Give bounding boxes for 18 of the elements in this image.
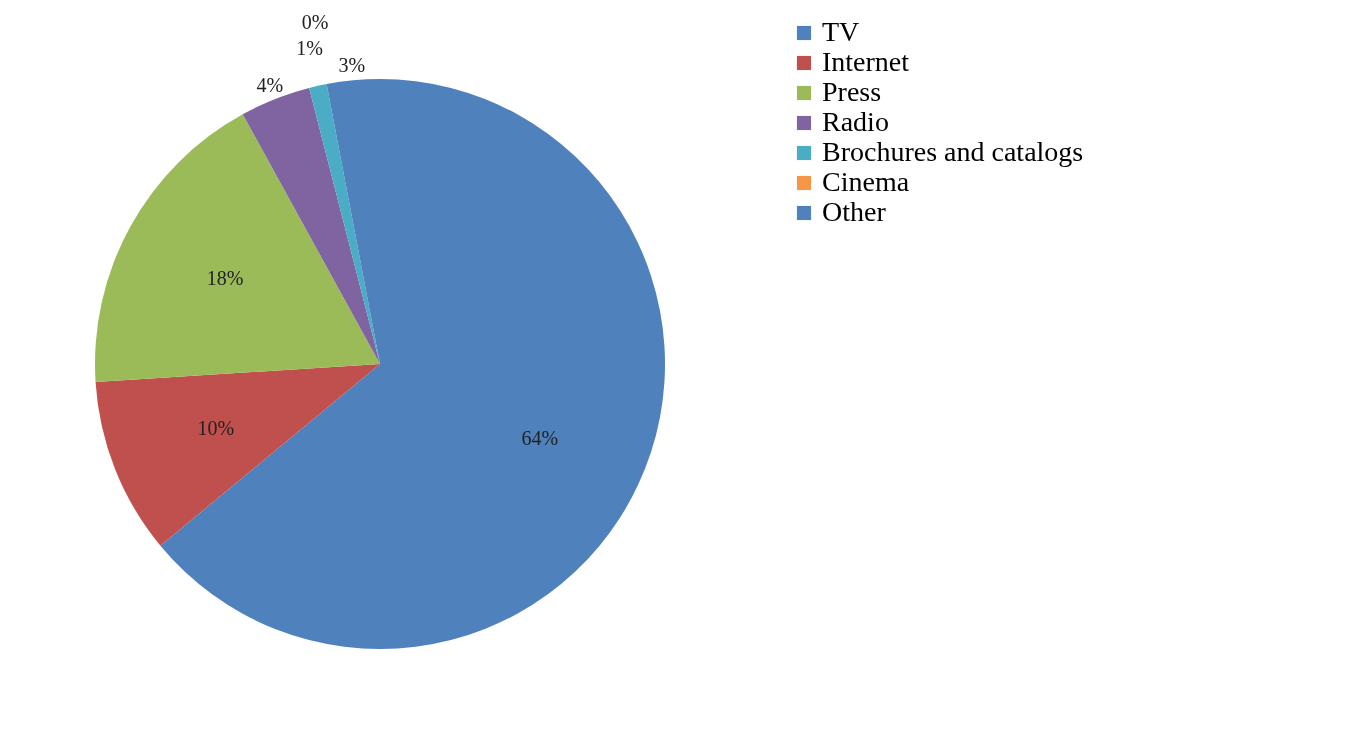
pie-slice (309, 84, 380, 364)
legend-label: Press (822, 76, 882, 107)
pie-slice (95, 114, 380, 382)
pie-slice (160, 79, 665, 649)
pie-slice (95, 364, 380, 546)
data-label: 64% (521, 427, 559, 450)
legend-label: Internet (822, 46, 910, 77)
legend-label: Brochures and catalogs (822, 136, 1084, 167)
legend-label: TV (822, 16, 860, 47)
data-label: 18% (206, 266, 244, 289)
data-label: 10% (197, 417, 235, 440)
data-label: 4% (256, 74, 284, 96)
legend-label: Cinema (822, 166, 910, 197)
legend-label: Other (822, 196, 887, 227)
legend-label: Radio (822, 106, 889, 137)
data-label: 1% (296, 36, 323, 59)
text: 0% (301, 11, 329, 34)
data-label: 3% (338, 54, 366, 77)
